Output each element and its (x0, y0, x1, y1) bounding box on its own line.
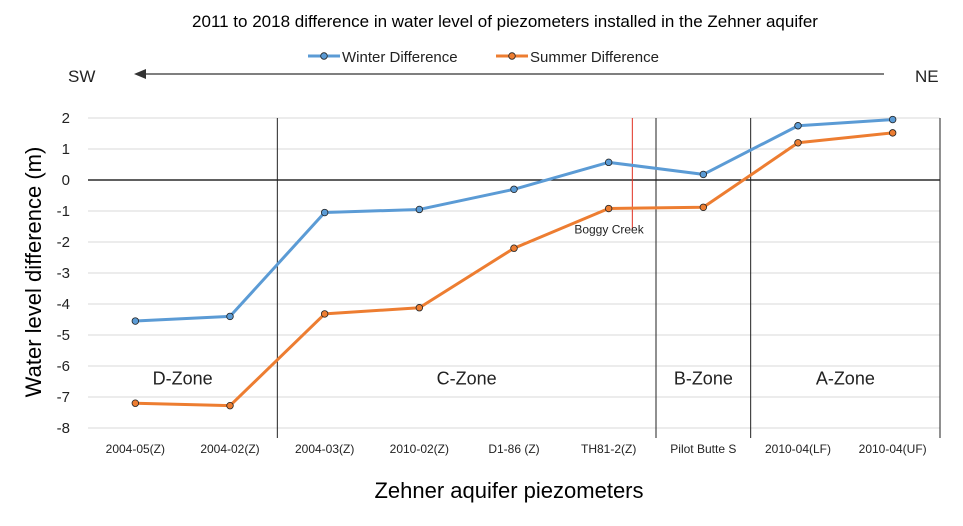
zone-label: A-Zone (816, 368, 875, 388)
data-point-summer (226, 401, 234, 410)
direction-right-label: NE (915, 67, 939, 86)
data-point-summer (699, 203, 708, 211)
x-axis-label: Zehner aquifer piezometers (374, 478, 643, 503)
zone-labels: D-Zone C-Zone B-Zone A-Zone (153, 368, 875, 388)
zone-label: B-Zone (674, 368, 733, 388)
data-point-winter (794, 122, 802, 130)
x-tick-label: 2010-02(Z) (390, 442, 449, 456)
direction-left-label: SW (68, 67, 95, 86)
gridlines (88, 117, 940, 429)
x-tick-label: 2004-03(Z) (295, 442, 354, 456)
y-tick-label: -1 (57, 203, 70, 220)
zone-label: D-Zone (153, 368, 213, 388)
data-point-summer (415, 304, 424, 312)
chart-title: 2011 to 2018 difference in water level o… (192, 12, 818, 31)
y-axis-label: Water level difference (m) (21, 147, 46, 398)
legend-marker-winter (320, 52, 328, 60)
x-tick-label: 2004-02(Z) (200, 442, 259, 456)
data-point-winter (510, 185, 518, 193)
x-tick-label: TH81-2(Z) (581, 442, 636, 456)
data-point-summer (794, 139, 802, 147)
legend-label-summer: Summer Difference (530, 49, 659, 66)
y-tick-label: -4 (57, 296, 70, 313)
series-line-winter (135, 118, 893, 323)
x-tick-label: D1-86 (Z) (488, 442, 539, 456)
series-line-summer (135, 131, 893, 408)
y-tick-label: -3 (57, 265, 70, 282)
legend-marker-summer (508, 52, 516, 60)
y-tick-label: 2 (62, 110, 70, 127)
y-tick-label: -6 (57, 358, 70, 375)
data-point-summer (510, 244, 518, 252)
data-point-winter (320, 208, 329, 217)
data-point-summer (604, 204, 613, 213)
y-tick-label: -5 (57, 327, 70, 344)
x-tick-label: 2010-04(UF) (859, 442, 927, 456)
legend-label-winter: Winter Difference (342, 49, 458, 66)
y-tick-label: 1 (62, 141, 70, 158)
annotation: Boggy Creek (574, 118, 645, 237)
data-point-winter (226, 312, 234, 321)
data-point-winter (699, 170, 708, 179)
data-point-summer (131, 399, 140, 407)
data-point-summer (320, 310, 329, 318)
zone-label: C-Zone (437, 368, 497, 388)
y-tick-label: -7 (57, 389, 70, 406)
x-tick-label: 2004-05(Z) (106, 442, 165, 456)
x-ticks: 2004-05(Z) 2004-02(Z) 2004-03(Z) 2010-02(Z)… (106, 442, 927, 456)
direction-indicator: SW NE (68, 67, 939, 86)
y-tick-label: -8 (57, 420, 70, 437)
direction-arrowhead (134, 69, 146, 79)
data-point-winter (131, 317, 140, 325)
annotation-label: Boggy Creek (574, 223, 644, 237)
x-tick-label: 2010-04(LF) (765, 442, 831, 456)
legend: Winter Difference Summer Difference (308, 49, 659, 66)
series (131, 115, 897, 410)
data-point-winter (415, 205, 424, 214)
x-tick-label: Pilot Butte S (670, 442, 736, 456)
y-tick-label: -2 (57, 234, 70, 251)
data-point-summer (888, 129, 897, 137)
y-ticks: 2 1 0 -1 -2 -3 -4 -5 -6 -7 -8 (57, 110, 70, 437)
data-point-winter (604, 158, 613, 167)
data-point-winter (888, 115, 897, 124)
zone-boundaries (276, 118, 941, 438)
y-tick-label: 0 (62, 172, 70, 189)
